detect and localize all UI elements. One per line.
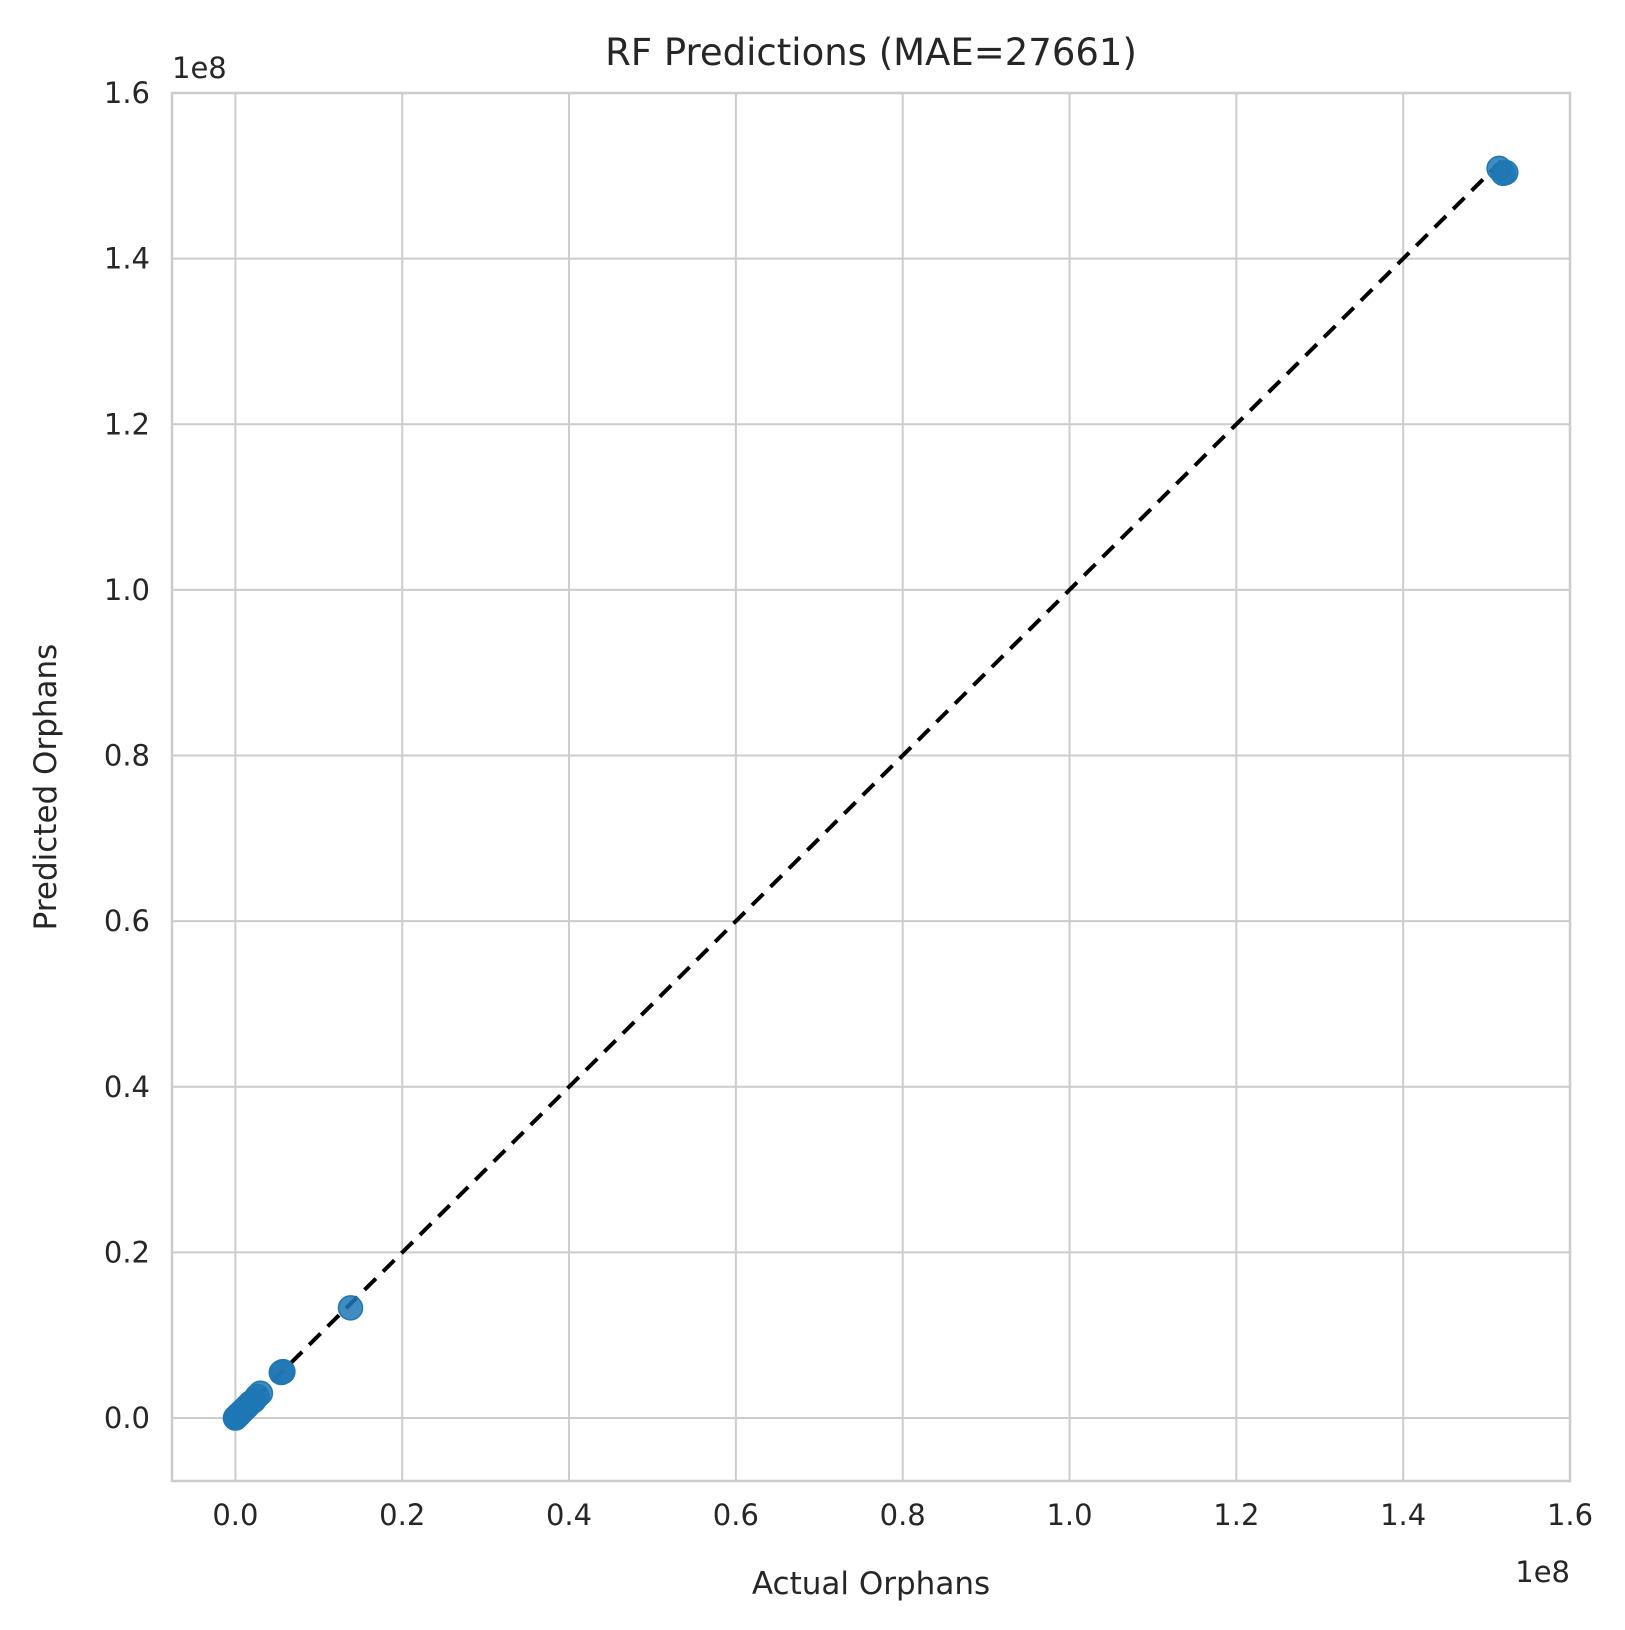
scatter-points: [222, 155, 1519, 1431]
y-tick-label: 1.2: [104, 407, 150, 441]
x-tick-label: 0.8: [880, 1498, 926, 1532]
x-tick-label: 1.2: [1213, 1498, 1259, 1532]
data-point: [1493, 159, 1519, 186]
x-tick-label: 1.6: [1547, 1498, 1593, 1532]
y-tick-label: 1.4: [104, 242, 150, 276]
x-tick-label: 0.2: [379, 1498, 425, 1532]
x-tick-label: 1.0: [1046, 1498, 1092, 1532]
perfect-prediction-line: [233, 157, 1505, 1420]
data-point: [337, 1295, 364, 1321]
data-point: [247, 1380, 274, 1406]
y-tick-label: 1.0: [104, 573, 150, 607]
plot-frame: [170, 91, 1572, 1483]
y-tick-label: 0.0: [104, 1401, 150, 1435]
y-axis-label: Predicted Orphans: [28, 644, 64, 931]
x-axis-label: Actual Orphans: [752, 1566, 990, 1602]
x-tick-label: 0.0: [212, 1498, 258, 1532]
x-axis-offset-label: 1e8: [1515, 1555, 1570, 1589]
x-tick-label: 0.4: [546, 1498, 592, 1532]
data-point: [270, 1358, 296, 1385]
y-axis-offset-label: 1e8: [172, 51, 227, 85]
x-tick-labels: 0.0 0.2 0.4 0.6 0.8 1.0 1.2 1.4 1.6: [212, 1498, 1593, 1532]
reference-line-layer: [233, 157, 1505, 1420]
y-tick-label: 0.4: [104, 1070, 150, 1104]
y-tick-label: 0.6: [104, 904, 150, 938]
x-tick-label: 0.6: [713, 1498, 759, 1532]
y-tick-label: 0.8: [104, 739, 150, 773]
y-tick-label: 1.6: [104, 76, 150, 110]
chart-title: RF Predictions (MAE=27661): [605, 31, 1137, 74]
y-tick-label: 0.2: [104, 1235, 150, 1269]
x-tick-label: 1.4: [1380, 1498, 1426, 1532]
y-tick-labels: 0.0 0.2 0.4 0.6 0.8 1.0 1.2 1.4 1.6: [104, 76, 150, 1435]
